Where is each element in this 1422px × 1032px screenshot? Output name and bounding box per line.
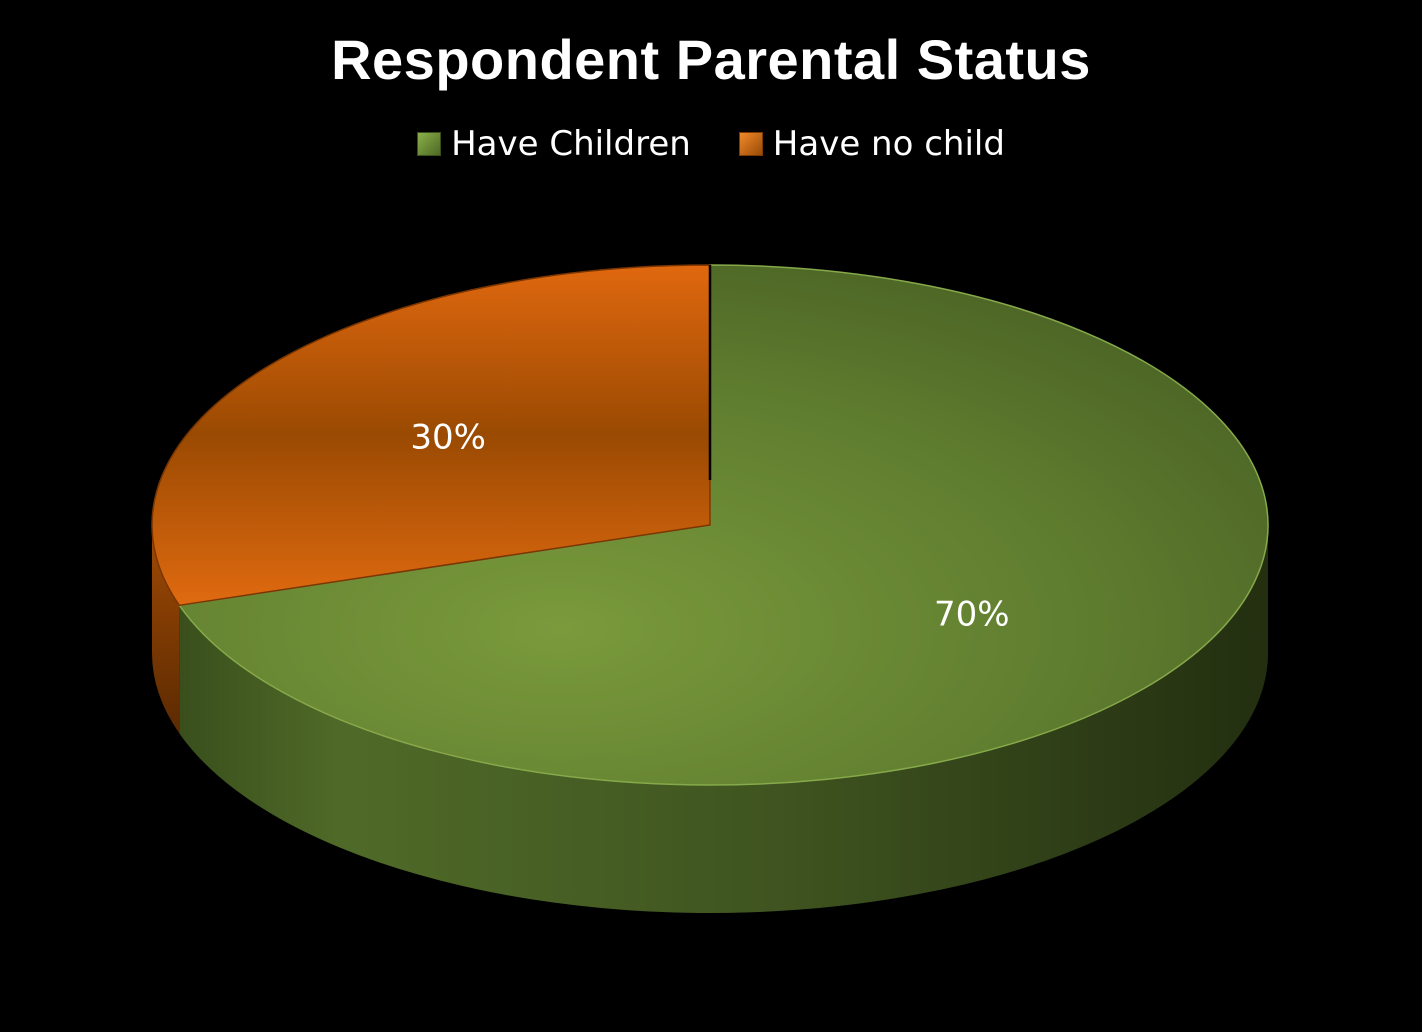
legend-label-have-no-child: Have no child — [772, 124, 1005, 164]
legend-swatch-have-no-child — [738, 132, 763, 156]
pie-label-have-no-child: 30% — [410, 417, 486, 457]
pie-slice-have-children — [177, 264, 1269, 786]
legend-item-have-no-child: Have no child — [738, 120, 1005, 168]
chart-title: Respondent Parental Status — [331, 28, 1091, 91]
legend-swatch-have-children — [417, 132, 442, 156]
pie-slice-have-no-child — [151, 264, 711, 607]
pie-side-have-children — [179, 525, 1269, 913]
legend-label-have-children: Have Children — [451, 124, 691, 164]
pie-label-have-children: 70% — [934, 595, 1010, 635]
legend: Have Children Have no child — [0, 120, 1422, 168]
pie-side-have-no-child — [152, 525, 180, 734]
pie-group: 70% 30% — [151, 264, 1269, 913]
legend-item-have-children: Have Children — [417, 120, 691, 168]
